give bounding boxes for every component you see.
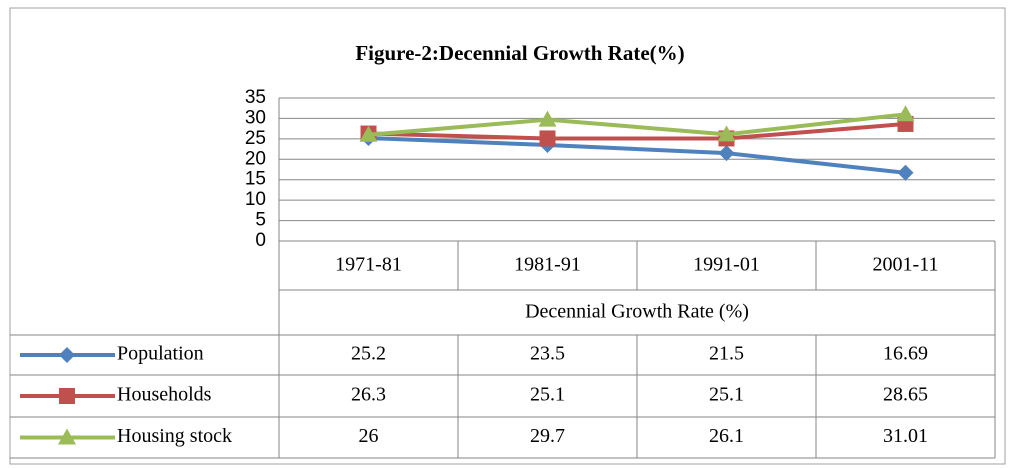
- legend-label: Housing stock: [117, 425, 232, 447]
- legend-label: Population: [117, 343, 204, 365]
- table-value: 25.2: [351, 343, 386, 365]
- table-value: 31.01: [883, 425, 928, 447]
- y-tick-label: 25: [245, 128, 266, 149]
- marker: [359, 125, 378, 142]
- marker: [58, 428, 76, 445]
- marker: [538, 110, 557, 127]
- series-line: [368, 136, 906, 175]
- table-value: 23.5: [530, 343, 565, 365]
- series-line: [368, 112, 906, 137]
- marker: [896, 105, 915, 122]
- y-tick-label: 20: [245, 148, 266, 169]
- chart-border: [9, 7, 1006, 465]
- table-value: 29.7: [530, 425, 565, 447]
- y-tick-label: 35: [245, 87, 266, 108]
- x-tick-label: 1981-91: [514, 254, 581, 276]
- marker: [539, 130, 556, 147]
- x-tick-label: 1971-81: [335, 254, 402, 276]
- x-tick-label: 1991-01: [693, 254, 760, 276]
- y-tick-label: 5: [255, 210, 266, 231]
- legend-label: Households: [117, 384, 212, 406]
- table-value: 28.65: [883, 384, 928, 406]
- chart-title: Figure-2:Decennial Growth Rate(%): [355, 41, 684, 65]
- marker: [717, 125, 736, 142]
- y-tick-label: 0: [255, 230, 266, 251]
- table-value: 25.1: [709, 384, 744, 406]
- y-tick-label: 30: [245, 107, 266, 128]
- y-tick-label: 10: [245, 189, 266, 210]
- marker: [718, 145, 735, 162]
- table-value: 26: [359, 425, 379, 447]
- x-tick-label: 2001-11: [873, 254, 939, 276]
- table-value: 21.5: [709, 343, 744, 365]
- marker: [897, 164, 914, 181]
- y-tick-label: 15: [245, 169, 266, 190]
- table-value: 25.1: [530, 384, 565, 406]
- table-value: 26.3: [351, 384, 386, 406]
- marker: [59, 388, 75, 404]
- table-value: 16.69: [883, 343, 928, 365]
- x-axis-label: Decennial Growth Rate (%): [525, 301, 749, 323]
- marker: [59, 347, 75, 363]
- table-value: 26.1: [709, 425, 744, 447]
- series-line: [368, 121, 906, 141]
